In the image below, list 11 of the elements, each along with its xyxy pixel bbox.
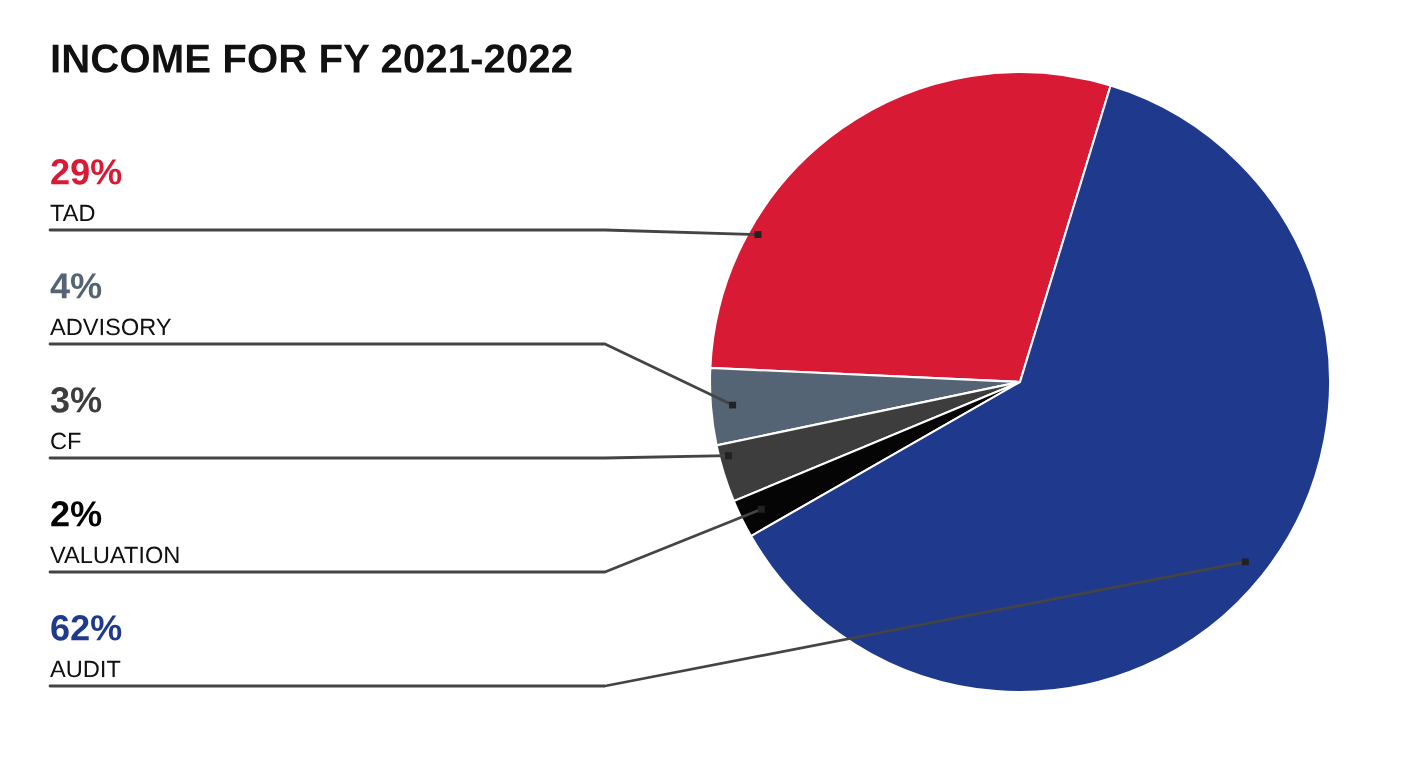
slice-label: ADVISORY	[50, 318, 172, 336]
data-label: 62%	[51, 615, 122, 641]
slice-label: CF	[51, 432, 81, 450]
data-label: 2%	[51, 501, 102, 527]
slice-label: VALUATION	[50, 546, 179, 564]
data-label: 29%	[51, 159, 122, 185]
slice-label: AUDIT	[50, 660, 121, 678]
slice-label: TAD	[50, 204, 95, 222]
chart-title: INCOME FOR FY 2021-2022	[52, 44, 572, 73]
data-label: 3%	[50, 387, 102, 413]
data-label: 4%	[50, 273, 102, 299]
